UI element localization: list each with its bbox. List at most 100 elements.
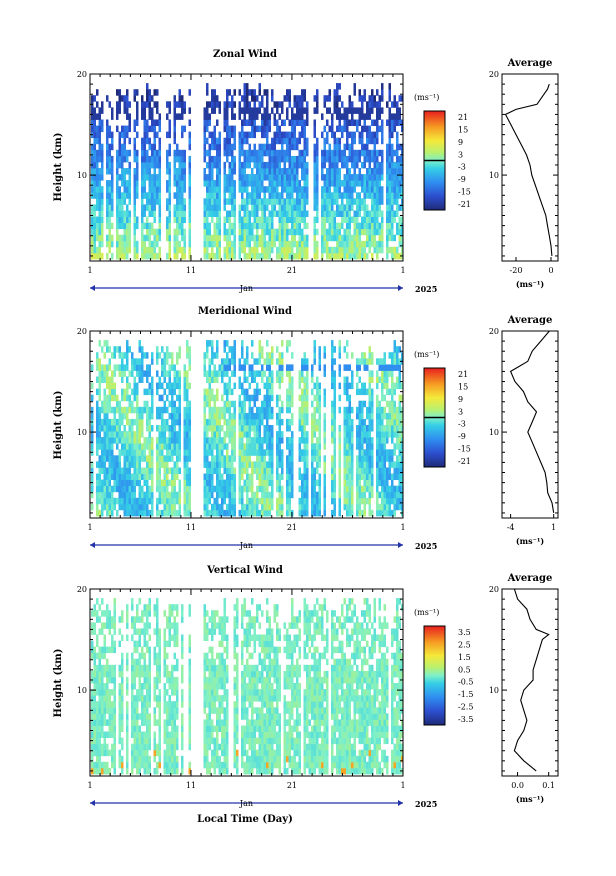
- heatmap-cell: [251, 222, 254, 230]
- heatmap-cell: [368, 455, 371, 462]
- heatmap-cell: [351, 473, 354, 480]
- heatmap-cell: [188, 204, 191, 211]
- heatmap-cell: [233, 89, 236, 96]
- heatmap-cell: [348, 437, 351, 444]
- heatmap-cell: [278, 204, 281, 211]
- heatmap-cell: [251, 192, 254, 199]
- heatmap-cell: [248, 449, 251, 456]
- heatmap-cell: [316, 491, 319, 499]
- heatmap-cell: [378, 455, 381, 462]
- heatmap-cell: [183, 252, 186, 260]
- heatmap-cell: [376, 358, 379, 365]
- heatmap-cell: [288, 473, 291, 480]
- heatmap-cell: [273, 192, 276, 199]
- heatmap-cell: [391, 186, 394, 193]
- heatmap-cell: [91, 234, 94, 242]
- heatmap-cell: [268, 473, 271, 480]
- heatmap-cell: [143, 240, 146, 248]
- heatmap-cell: [168, 400, 171, 408]
- heatmap-cell: [301, 376, 304, 383]
- heatmap-cell: [168, 119, 171, 126]
- heatmap-cell: [238, 412, 241, 420]
- heatmap-cell: [251, 246, 254, 254]
- heatmap-cell: [268, 376, 271, 383]
- heatmap-cell: [163, 491, 166, 499]
- heatmap-cell: [173, 168, 176, 175]
- heatmap-cell: [376, 491, 379, 499]
- heatmap-cell: [288, 370, 291, 377]
- heatmap-cell: [346, 161, 349, 169]
- heatmap-cell: [181, 149, 184, 157]
- heatmap-cell: [216, 394, 219, 402]
- heatmap-cell: [101, 252, 104, 260]
- heatmap-cell: [286, 216, 289, 223]
- heatmap-cell: [151, 497, 154, 505]
- heatmap-cell: [316, 240, 319, 248]
- heatmap-cell: [298, 382, 301, 390]
- heatmap-cell: [303, 119, 306, 126]
- heatmap-cell: [258, 155, 261, 163]
- heatmap-cell: [396, 352, 399, 359]
- heatmap-cell: [251, 125, 254, 133]
- heatmap-cell: [336, 198, 339, 205]
- heatmap-cell: [296, 252, 299, 260]
- heatmap-cell: [378, 443, 381, 450]
- heatmap-cell: [126, 246, 129, 254]
- heatmap-cell: [96, 246, 99, 254]
- heatmap-cell: [381, 155, 384, 163]
- heatmap-cell: [243, 503, 246, 511]
- heatmap-cell: [116, 461, 119, 468]
- heatmap-cell: [268, 192, 271, 199]
- heatmap-cell: [391, 149, 394, 157]
- heatmap-cell: [203, 394, 206, 402]
- heatmap-cell: [321, 149, 324, 157]
- heatmap-cell: [266, 222, 269, 230]
- heatmap-cell: [243, 479, 246, 487]
- heatmap-cell: [98, 149, 101, 157]
- heatmap-cell: [381, 358, 384, 365]
- heatmap-cell: [353, 216, 356, 223]
- heatmap-cell: [278, 198, 281, 205]
- heatmap-cell: [271, 143, 274, 151]
- heatmap-cell: [211, 491, 214, 499]
- heatmap-cell: [246, 449, 249, 456]
- heatmap-cell: [353, 89, 356, 96]
- heatmap-cell: [156, 149, 159, 157]
- heatmap-cell: [206, 192, 209, 199]
- heatmap-cell: [166, 473, 169, 480]
- heatmap-cell: [306, 497, 309, 505]
- heatmap-cell: [366, 101, 369, 108]
- heatmap-cell: [388, 449, 391, 456]
- heatmap-cell: [158, 406, 161, 414]
- heatmap-cell: [288, 467, 291, 474]
- heatmap-cell: [133, 168, 136, 175]
- heatmap-cell: [336, 137, 339, 145]
- heatmap-cell: [153, 101, 156, 108]
- heatmap-cell: [336, 246, 339, 254]
- heatmap-cell: [241, 461, 244, 468]
- heatmap-cell: [181, 107, 184, 114]
- heatmap-cell: [343, 161, 346, 169]
- heatmap-cell: [286, 491, 289, 499]
- heatmap-cell: [331, 509, 334, 517]
- heatmap-cell: [213, 352, 216, 359]
- heatmap-cell: [301, 479, 304, 487]
- heatmap-cell: [151, 210, 154, 217]
- heatmap-cell: [301, 425, 304, 432]
- heatmap-cell: [316, 246, 319, 254]
- heatmap-cell: [378, 509, 381, 517]
- heatmap-cell: [228, 234, 231, 242]
- heatmap-cell: [223, 461, 226, 468]
- heatmap-cell: [381, 198, 384, 205]
- heatmap-cell: [216, 252, 219, 260]
- heatmap-cell: [303, 400, 306, 408]
- heatmap-cell: [263, 168, 266, 175]
- heatmap-cell: [128, 485, 131, 493]
- heatmap-cell: [373, 143, 376, 151]
- heatmap-cell: [271, 204, 274, 211]
- heatmap-cell: [256, 204, 259, 211]
- heatmap-cell: [183, 216, 186, 223]
- heatmap-cell: [398, 364, 401, 371]
- heatmap-cell: [246, 443, 249, 450]
- heatmap-cell: [146, 400, 149, 408]
